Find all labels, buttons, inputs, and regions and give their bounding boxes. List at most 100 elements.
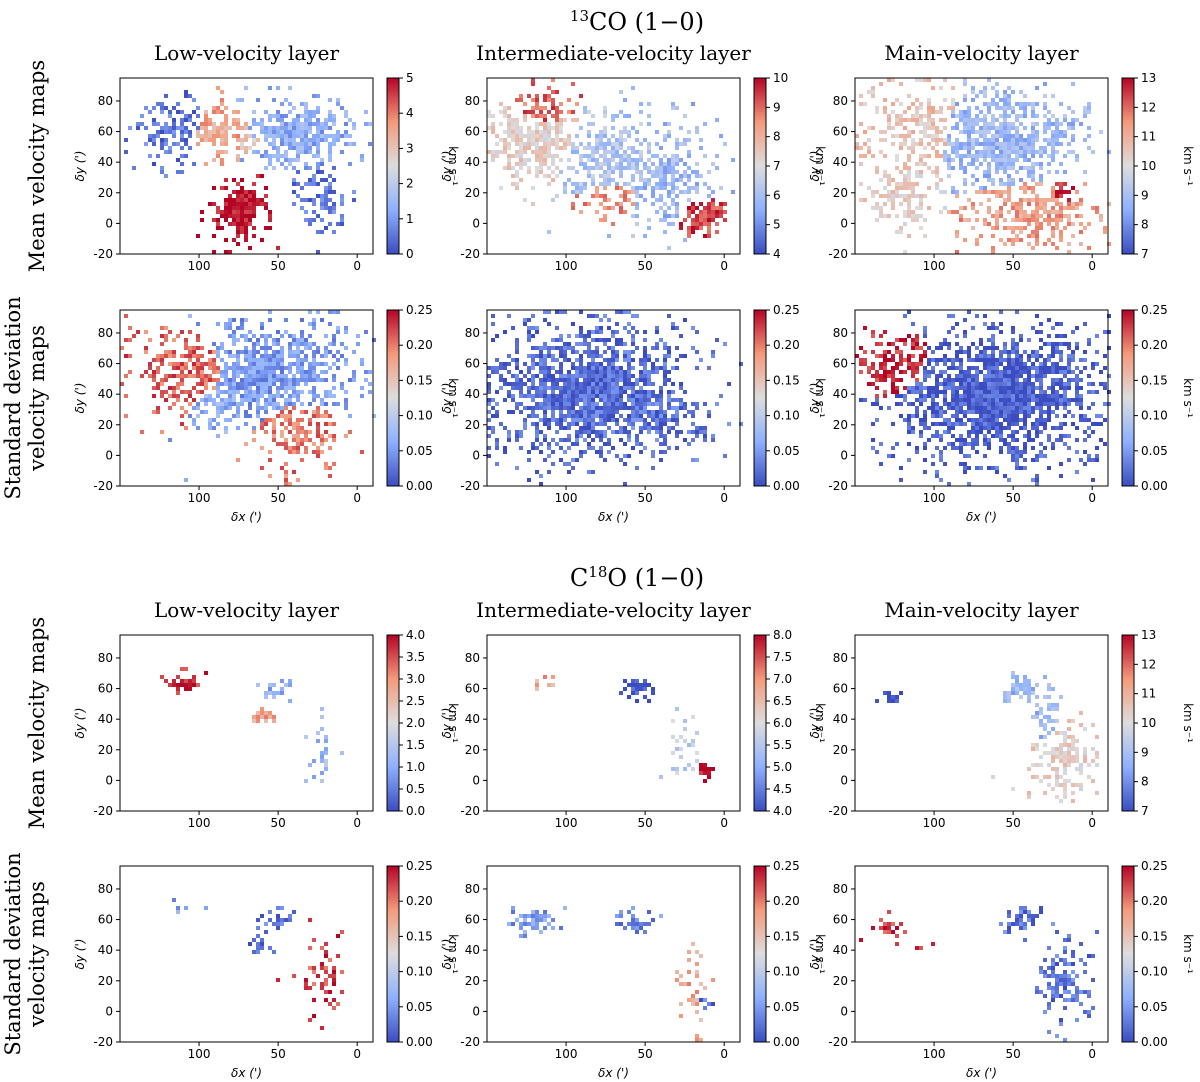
heatmap-cell <box>967 110 971 114</box>
heatmap-cell <box>1011 390 1015 394</box>
heatmap-cell <box>951 142 955 146</box>
heatmap-cell <box>1051 154 1055 158</box>
heatmap-cell <box>867 138 871 142</box>
heatmap-cell <box>232 334 236 338</box>
heatmap-cell <box>312 198 316 202</box>
heatmap-cell <box>675 398 679 402</box>
colorbar-tick-label: 0.00 <box>773 479 800 493</box>
heatmap-cell <box>715 402 719 406</box>
heatmap-cell <box>216 406 220 410</box>
heatmap-cell <box>543 370 547 374</box>
heatmap-cell <box>1007 238 1011 242</box>
heatmap-cell <box>244 234 248 238</box>
heatmap-cell <box>507 382 511 386</box>
heatmap-cell <box>124 394 128 398</box>
heatmap-cell <box>619 146 623 150</box>
heatmap-cell <box>316 118 320 122</box>
heatmap-cell <box>268 114 272 118</box>
colorbar <box>1121 77 1135 255</box>
heatmap-cell <box>603 130 607 134</box>
heatmap-cell <box>531 382 535 386</box>
heatmap-cell <box>911 426 915 430</box>
heatmap-cell <box>947 430 951 434</box>
heatmap-cell <box>551 450 555 454</box>
heatmap-cell <box>515 358 519 362</box>
heatmap-cell <box>627 166 631 170</box>
heatmap-cell <box>895 118 899 122</box>
heatmap-cell <box>627 146 631 150</box>
heatmap-cell <box>208 374 212 378</box>
heatmap-cell <box>1011 454 1015 458</box>
heatmap-cell <box>611 446 615 450</box>
heatmap-cell <box>1003 102 1007 106</box>
heatmap-cell <box>292 426 296 430</box>
heatmap-cell <box>300 126 304 130</box>
heatmap-cell <box>619 206 623 210</box>
heatmap-cell <box>635 346 639 350</box>
heatmap-cell <box>352 378 356 382</box>
heatmap-cell <box>551 142 555 146</box>
heatmap-cell <box>927 114 931 118</box>
heatmap-cell <box>895 402 899 406</box>
heatmap-cell <box>503 378 507 382</box>
heatmap-cell <box>875 202 879 206</box>
heatmap-cell <box>1071 150 1075 154</box>
heatmap-cell <box>352 198 356 202</box>
heatmap-cell <box>947 422 951 426</box>
heatmap-cell <box>1019 450 1023 454</box>
heatmap-cell <box>531 186 535 190</box>
heatmap-cell <box>531 114 535 118</box>
heatmap-cell <box>1023 226 1027 230</box>
heatmap-cell <box>639 142 643 146</box>
heatmap-cell <box>264 382 268 386</box>
heatmap-cell <box>1007 174 1011 178</box>
heatmap-cell <box>252 334 256 338</box>
heatmap-cell <box>268 386 272 390</box>
heatmap-cell <box>935 346 939 350</box>
heatmap-cell <box>691 458 695 462</box>
heatmap-cell <box>879 138 883 142</box>
heatmap-cell <box>711 202 715 206</box>
heatmap-cell <box>1039 222 1043 226</box>
heatmap-cell <box>995 362 999 366</box>
heatmap-cell <box>240 178 244 182</box>
heatmap-cell <box>607 394 611 398</box>
heatmap-cell <box>1035 230 1039 234</box>
heatmap-cell <box>999 362 1003 366</box>
heatmap-cell <box>535 126 539 130</box>
heatmap-cell <box>136 330 140 334</box>
heatmap-cell <box>244 386 248 390</box>
heatmap-cell <box>523 158 527 162</box>
heatmap-cell <box>895 186 899 190</box>
heatmap-cell <box>156 354 160 358</box>
heatmap-cell <box>1099 214 1103 218</box>
heatmap-cell <box>903 394 907 398</box>
heatmap-cell <box>683 318 687 322</box>
heatmap-cell <box>220 110 224 114</box>
heatmap-cell <box>659 386 663 390</box>
heatmap-cell <box>348 134 352 138</box>
heatmap-cell <box>168 330 172 334</box>
heatmap-cell <box>863 198 867 202</box>
heatmap-cell <box>523 110 527 114</box>
heatmap-cell <box>268 362 272 366</box>
heatmap-cell <box>1083 114 1087 118</box>
heatmap-cell <box>312 218 316 222</box>
heatmap-cell <box>939 374 943 378</box>
heatmap-cell <box>959 118 963 122</box>
heatmap-cell <box>539 150 543 154</box>
heatmap-cell <box>711 162 715 166</box>
heatmap-cell <box>531 442 535 446</box>
heatmap-cell <box>991 370 995 374</box>
heatmap-cell <box>499 186 503 190</box>
heatmap-cell <box>232 122 236 126</box>
heatmap-cell <box>1007 194 1011 198</box>
heatmap-cell <box>575 342 579 346</box>
heatmap-cell <box>987 338 991 342</box>
heatmap-cell <box>328 174 332 178</box>
heatmap-cell <box>495 366 499 370</box>
heatmap-cell <box>575 102 579 106</box>
heatmap-cell <box>575 434 579 438</box>
heatmap-cell <box>891 194 895 198</box>
heatmap-cell <box>1035 386 1039 390</box>
